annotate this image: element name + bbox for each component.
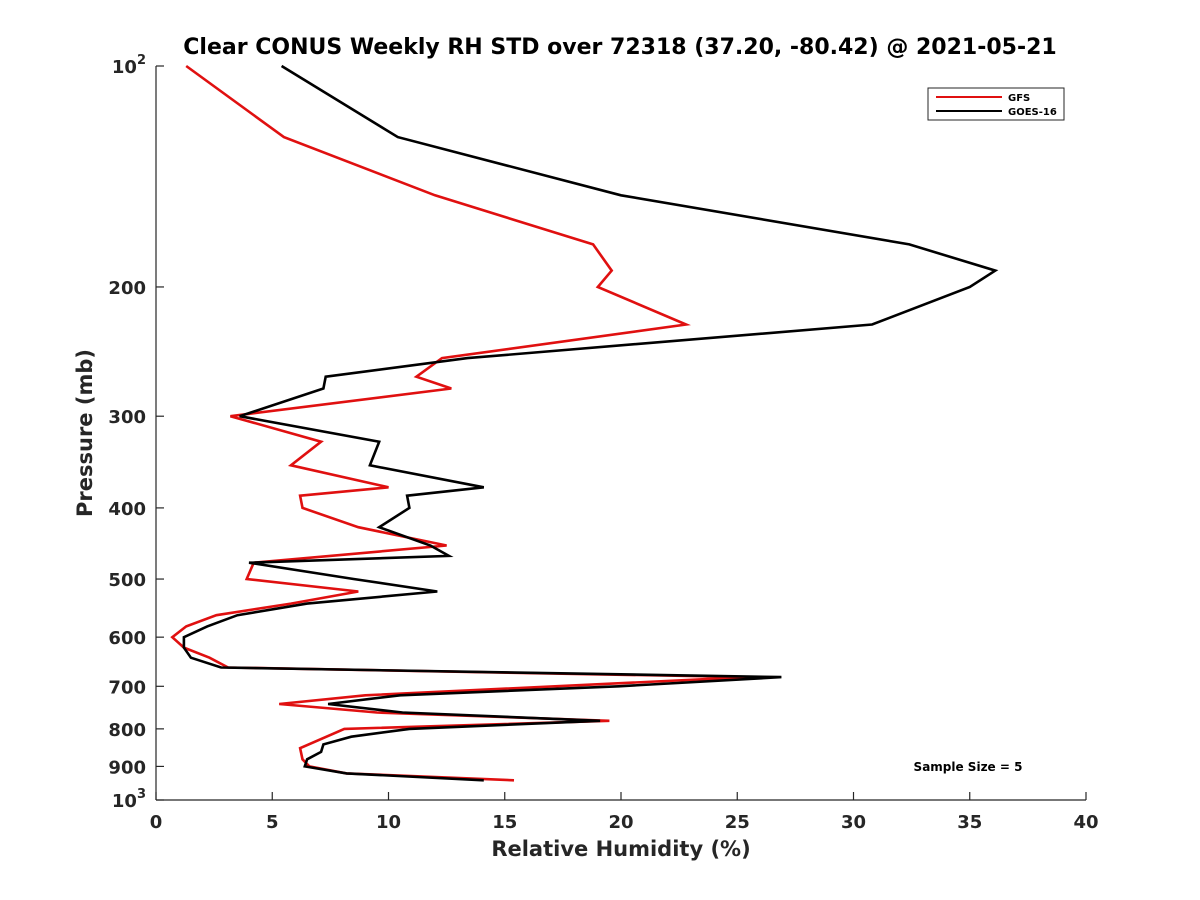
x-tick-label: 5 <box>266 812 279 833</box>
y-axis-label: Pressure (mb) <box>73 349 97 517</box>
x-tick-label: 30 <box>841 812 866 833</box>
legend-label-gfs: GFS <box>1008 93 1030 104</box>
y-tick-label: 103 <box>112 787 146 812</box>
y-tick-label: 800 <box>108 720 146 741</box>
series-line-goes16 <box>182 64 999 782</box>
y-tick-label: 400 <box>108 499 146 520</box>
x-axis-label: Relative Humidity (%) <box>491 837 750 861</box>
series-lines <box>170 64 999 782</box>
y-tick-label: 600 <box>108 628 146 649</box>
legend-box <box>927 87 1065 121</box>
legend-label-goes16: GOES-16 <box>1008 107 1057 118</box>
y-tick-label: 500 <box>108 570 146 591</box>
legend: GFS GOES-16 <box>927 87 1065 121</box>
x-tick-label: 40 <box>1073 812 1098 833</box>
x-axis-ticks: 0 5 10 15 20 25 30 35 40 <box>150 792 1099 833</box>
y-tick-label: 200 <box>108 278 146 299</box>
x-tick-label: 15 <box>492 812 517 833</box>
chart-title: Clear CONUS Weekly RH STD over 72318 (37… <box>183 35 1056 60</box>
y-tick-label: 700 <box>108 677 146 698</box>
x-tick-label: 20 <box>608 812 633 833</box>
x-tick-label: 0 <box>150 812 163 833</box>
y-axis-ticks: 102 200 300 400 500 600 700 800 900 103 <box>108 53 164 812</box>
x-tick-label: 35 <box>957 812 982 833</box>
y-tick-label: 900 <box>108 757 146 778</box>
y-tick-label: 300 <box>108 407 146 428</box>
y-tick-label: 102 <box>112 53 146 78</box>
x-tick-label: 25 <box>725 812 750 833</box>
sample-size-annotation: Sample Size = 5 <box>914 760 1023 774</box>
x-tick-label: 10 <box>376 812 401 833</box>
